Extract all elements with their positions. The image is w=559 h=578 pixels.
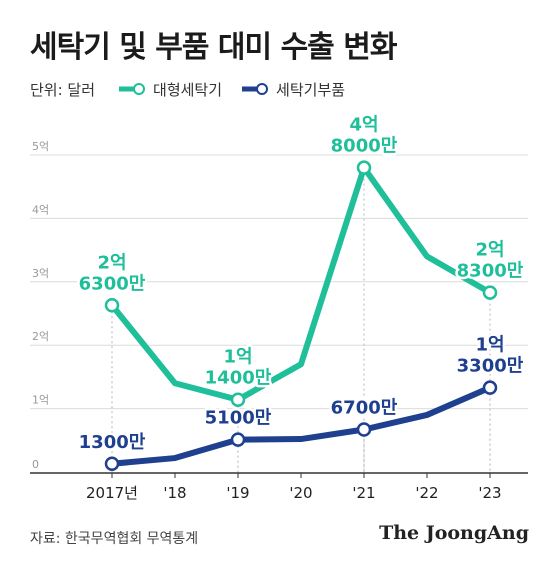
- legend: 단위: 달러 대형세탁기 세탁기부품: [30, 78, 363, 100]
- x-tick-label: 2017년: [86, 484, 138, 502]
- unit-label: 단위: 달러: [30, 80, 96, 99]
- data-point: [482, 380, 498, 395]
- legend-marker-parts: [242, 83, 269, 95]
- data-point: [104, 298, 120, 313]
- data-label: 6300만: [79, 273, 146, 294]
- data-label: 4억: [349, 115, 378, 136]
- x-tick-label: '19: [226, 484, 249, 502]
- x-tick-label: '23: [478, 484, 501, 502]
- legend-item-parts: 세탁기부품: [240, 79, 345, 100]
- series-line: [109, 384, 493, 467]
- source-note: 자료: 한국무역협회 무역통계: [30, 531, 199, 547]
- data-point: [230, 392, 246, 407]
- legend-item-large-washer: 대형세탁기: [117, 79, 222, 100]
- data-label: 5100만: [205, 408, 272, 429]
- x-tick-label: '18: [163, 484, 186, 502]
- data-label: 6700만: [331, 398, 398, 419]
- data-label: 8300만: [457, 261, 524, 282]
- data-point: [482, 285, 498, 300]
- y-tick-label: 2억: [32, 330, 49, 343]
- data-label: 1억: [223, 347, 252, 368]
- y-tick-label: 4억: [32, 203, 49, 216]
- chart-title: 세탁기 및 부품 대미 수출 변화: [30, 30, 397, 65]
- legend-marker-large-washer: [119, 83, 146, 95]
- data-label: 2억: [475, 240, 504, 261]
- y-tick-label: 3억: [32, 267, 49, 280]
- y-tick-label: 5억: [32, 140, 49, 153]
- data-label: 1억: [475, 335, 504, 356]
- data-label: 1400만: [205, 368, 272, 389]
- data-point: [104, 456, 120, 472]
- data-label: 2억: [97, 252, 126, 273]
- legend-label-large-washer: 대형세탁기: [153, 80, 223, 99]
- brand-logo: The JoongAng: [379, 522, 529, 544]
- data-label: 8000만: [331, 136, 398, 157]
- legend-label-parts: 세탁기부품: [276, 80, 346, 99]
- data-label: 1300만: [79, 432, 146, 453]
- data-point: [356, 422, 372, 437]
- data-point: [356, 160, 372, 175]
- x-tick-label: '21: [352, 484, 375, 502]
- x-tick-label: '22: [415, 484, 438, 502]
- y-tick-label: 0: [32, 458, 39, 471]
- data-point: [230, 432, 246, 447]
- x-tick-label: '20: [289, 484, 312, 502]
- data-label: 3300만: [457, 356, 524, 377]
- y-tick-label: 1억: [32, 394, 49, 407]
- series-line: [109, 164, 493, 403]
